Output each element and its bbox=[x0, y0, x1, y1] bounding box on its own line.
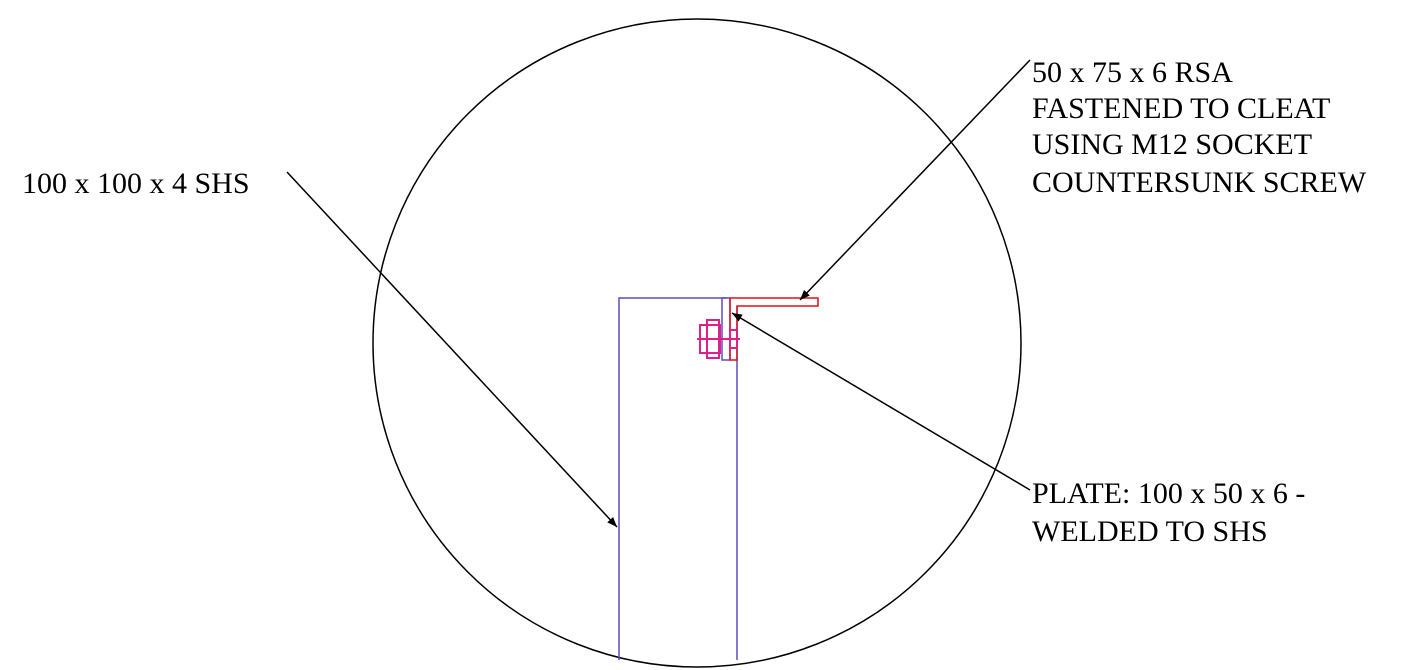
bolt bbox=[697, 319, 740, 359]
rsa-angle bbox=[729, 297, 819, 361]
callout-text: PLATE: 100 x 50 x 6 - bbox=[1032, 477, 1305, 510]
callout-text: WELDED TO SHS bbox=[1032, 515, 1268, 548]
leader-lines bbox=[286, 59, 1031, 528]
callout-text: USING M12 SOCKET bbox=[1032, 128, 1312, 161]
callout-text: 50 x 75 x 6 RSA bbox=[1032, 56, 1233, 89]
callout-text: FASTENED TO CLEAT bbox=[1032, 92, 1330, 125]
callout-text: 100 x 100 x 4 SHS bbox=[22, 167, 250, 200]
callout-text: COUNTERSUNK SCREW bbox=[1032, 166, 1367, 199]
detail-circle bbox=[372, 18, 1022, 668]
